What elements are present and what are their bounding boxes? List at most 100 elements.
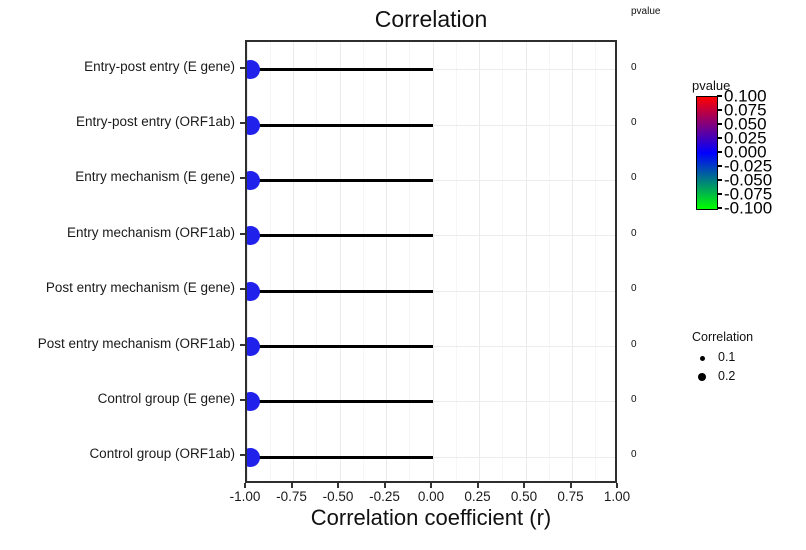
minor-gridline — [409, 42, 411, 481]
data-point — [247, 115, 261, 135]
size-legend-title: Correlation — [692, 330, 754, 344]
data-point — [247, 337, 261, 357]
x-axis-tick — [383, 483, 386, 488]
colorbar-tick-mark — [717, 137, 722, 139]
colorbar-legend-title: pvalue — [692, 78, 731, 93]
data-point — [247, 281, 261, 301]
x-axis-tick-label: -0.75 — [276, 489, 307, 504]
x-axis-tick-label: 0.75 — [557, 489, 584, 504]
x-axis-tick — [337, 483, 339, 488]
stem-line — [250, 234, 433, 238]
pvalue-value: 0 — [631, 449, 637, 461]
data-point — [247, 60, 261, 80]
colorbar-tick-label: 0.000 — [724, 142, 767, 162]
minor-gridline — [595, 42, 597, 481]
pvalue-column-header: pvalue — [631, 6, 661, 17]
x-axis-tick-label: -0.50 — [322, 489, 354, 504]
size-legend-label: 0.1 — [718, 350, 736, 364]
colorbar-tick-mark — [717, 179, 722, 181]
y-axis-tick — [240, 177, 245, 180]
major-gridline — [339, 42, 341, 481]
y-axis-label: Entry-post entry (E gene) — [84, 58, 235, 74]
pvalue-value: 0 — [631, 117, 637, 129]
data-point — [247, 226, 261, 246]
size-legend-label: 0.2 — [718, 369, 736, 383]
colorbar-tick-label: 0.050 — [724, 114, 767, 134]
y-axis-label: Control group (ORF1ab) — [89, 446, 235, 462]
data-point — [247, 392, 261, 412]
pvalue-value: 0 — [631, 393, 637, 405]
colorbar-tick-mark — [717, 95, 722, 97]
data-point — [247, 447, 261, 467]
colorbar-tick-label: -0.075 — [724, 184, 773, 204]
x-axis-tick-label: 0.25 — [464, 489, 491, 504]
pvalue-value: 0 — [631, 338, 637, 350]
chart-title: Correlation — [374, 6, 488, 32]
stem-line — [250, 289, 433, 293]
major-gridline — [247, 42, 248, 481]
y-axis-label: Entry mechanism (E gene) — [75, 169, 235, 185]
y-axis-label: Post entry mechanism (ORF1ab) — [37, 335, 235, 351]
y-axis-label: Control group (E gene) — [97, 390, 235, 406]
minor-gridline — [502, 42, 504, 481]
y-axis-label: Entry-post entry (ORF1ab) — [75, 114, 235, 130]
major-gridline — [479, 42, 480, 481]
y-axis-label: Post entry mechanism (E gene) — [45, 280, 235, 296]
colorbar-tick-mark — [717, 151, 722, 153]
x-axis-tick-label: -1.00 — [229, 489, 261, 504]
x-axis-tick-label: -0.25 — [369, 489, 400, 504]
colorbar-tick-label: 0.025 — [724, 128, 767, 148]
colorbar-tick-label: 0.075 — [724, 100, 767, 120]
pvalue-value: 0 — [631, 227, 637, 239]
y-axis-tick — [240, 398, 245, 401]
size-legend-dot — [699, 355, 705, 361]
stem-line — [250, 68, 433, 72]
y-axis-tick — [240, 66, 245, 69]
major-gridline — [386, 42, 387, 481]
x-axis-tick — [430, 483, 432, 488]
stem-line — [250, 123, 433, 127]
x-axis-title: Correlation coefficient (r) — [310, 505, 552, 530]
colorbar-tick-label: 0.100 — [724, 86, 767, 106]
colorbar-tick-label: -0.025 — [724, 156, 773, 176]
colorbar-gradient — [696, 96, 718, 210]
colorbar-tick-mark — [717, 123, 722, 125]
x-axis-tick — [476, 483, 479, 488]
pvalue-value: 0 — [631, 172, 637, 184]
y-axis-tick — [240, 288, 245, 291]
stem-line — [250, 400, 433, 404]
colorbar-tick-mark — [717, 207, 722, 209]
x-axis-tick — [244, 483, 246, 488]
colorbar-tick-label: -0.050 — [724, 170, 773, 190]
stem-line — [250, 345, 433, 349]
y-axis-label: Entry mechanism (ORF1ab) — [66, 224, 235, 240]
pvalue-value: 0 — [631, 61, 637, 73]
x-axis-tick — [290, 483, 293, 488]
major-gridline — [572, 42, 573, 481]
x-axis-tick-label: 1.00 — [603, 489, 631, 504]
colorbar-tick-label: -0.100 — [724, 198, 773, 218]
minor-gridline — [269, 42, 271, 481]
pvalue-value: 0 — [631, 283, 637, 295]
stem-line — [250, 455, 433, 459]
x-axis-tick — [569, 483, 572, 488]
x-axis-tick — [523, 483, 525, 488]
minor-gridline — [548, 42, 550, 481]
minor-gridline — [455, 42, 457, 481]
x-axis-tick — [616, 483, 618, 488]
stem-line — [250, 178, 433, 182]
colorbar-tick-mark — [717, 193, 722, 195]
major-gridline — [525, 42, 527, 481]
y-axis-tick — [240, 343, 245, 346]
x-axis-tick-label: 0.50 — [510, 489, 538, 504]
colorbar-tick-mark — [717, 109, 722, 111]
data-point — [247, 170, 261, 190]
major-gridline — [432, 42, 434, 481]
y-axis-tick — [240, 122, 245, 125]
major-gridline — [293, 42, 294, 481]
colorbar-tick-mark — [717, 165, 722, 167]
size-legend-dot — [698, 373, 706, 381]
y-axis-tick — [240, 454, 245, 457]
minor-gridline — [316, 42, 318, 481]
plot-panel — [245, 40, 617, 483]
